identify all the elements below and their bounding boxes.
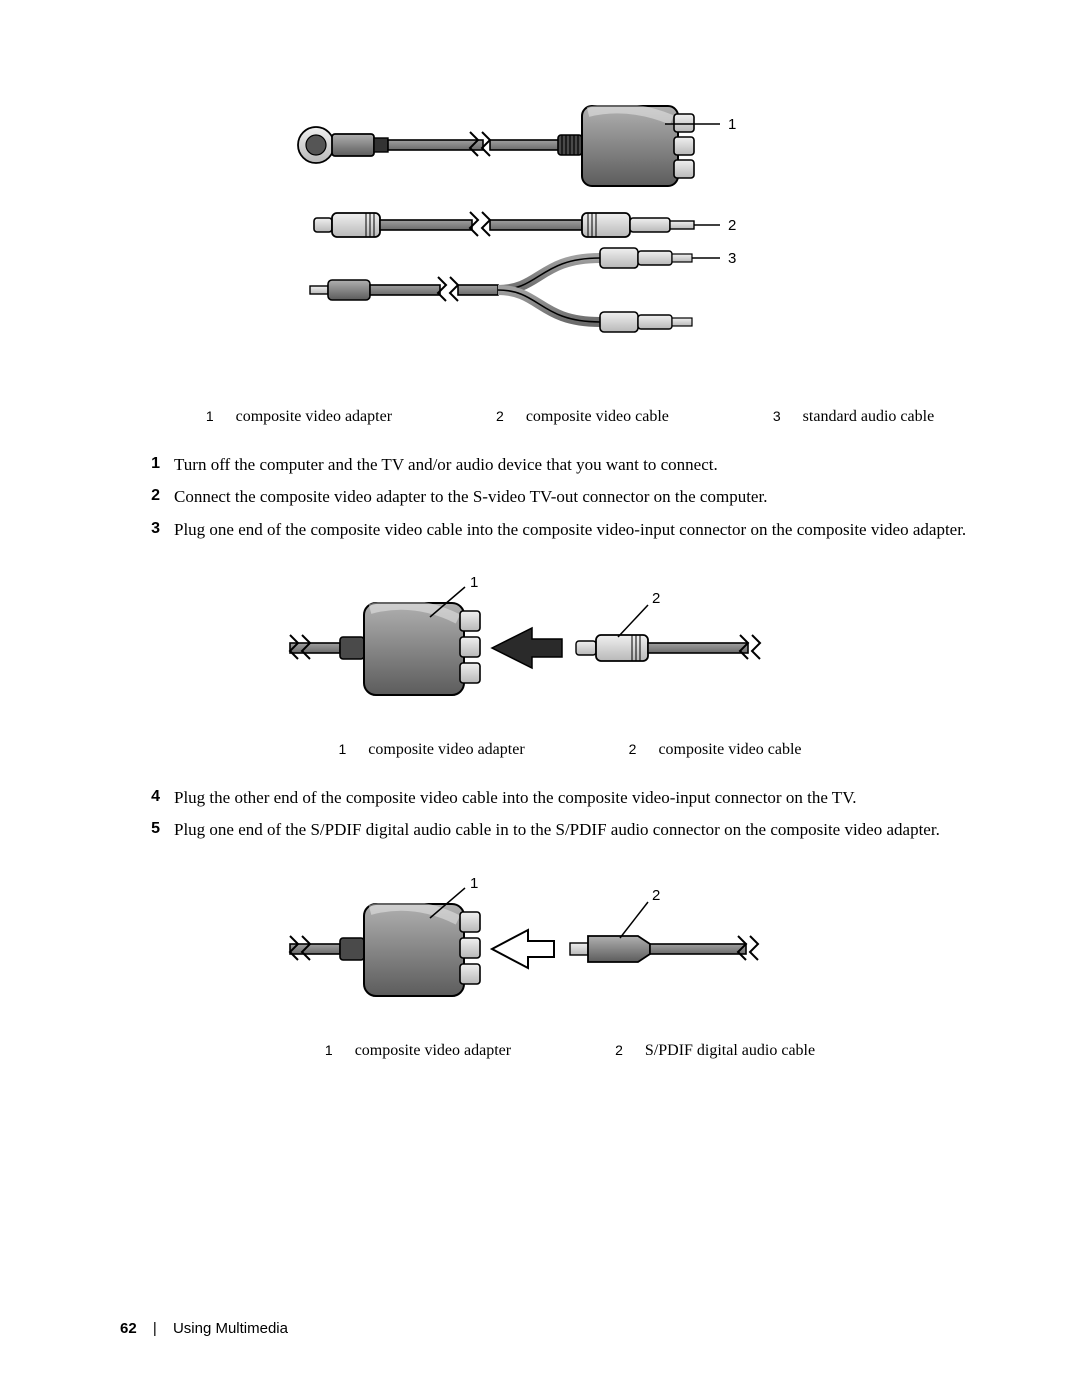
callout-1: 1 [470, 875, 478, 892]
spdif-diagram-svg: 1 2 [270, 874, 830, 1024]
step-text: Turn off the computer and the TV and/or … [174, 452, 980, 478]
callout-2: 2 [652, 887, 660, 904]
step-3: 3 Plug one end of the composite video ca… [120, 517, 980, 543]
footer-separator: | [153, 1320, 157, 1337]
legend-num: 1 [325, 1042, 333, 1058]
step-text: Plug one end of the composite video cabl… [174, 517, 980, 543]
legend-text: composite video cable [658, 741, 801, 758]
legend-num: 1 [206, 408, 214, 424]
legend-text: composite video adapter [368, 741, 524, 758]
step-1: 1 Turn off the computer and the TV and/o… [120, 452, 980, 478]
insert-diagram-svg: 1 2 [270, 573, 830, 723]
arrow-solid-icon [492, 628, 562, 668]
figure-3-spdif-diagram: 1 2 1 composite video adapter 2 S/PDIF d… [120, 874, 980, 1060]
legend-num: 2 [496, 408, 504, 424]
step-number: 4 [120, 785, 174, 811]
legend-text: composite video cable [526, 408, 669, 425]
callout-2: 2 [652, 590, 660, 607]
section-title: Using Multimedia [173, 1320, 288, 1337]
legend-num: 3 [773, 408, 781, 424]
cable-diagram-svg: 1 2 [270, 90, 830, 390]
legend-num: 2 [629, 741, 637, 757]
callout-1: 1 [728, 116, 736, 133]
instruction-steps-a: 1 Turn off the computer and the TV and/o… [120, 452, 980, 543]
arrow-outline-icon [492, 930, 554, 968]
audio-cable-row: 3 [310, 248, 736, 332]
step-text: Plug one end of the S/PDIF digital audio… [174, 817, 980, 843]
composite-cable-row: 2 [314, 212, 736, 237]
step-number: 3 [120, 517, 174, 543]
step-number: 1 [120, 452, 174, 478]
figure-1-cable-diagram: 1 2 [120, 90, 980, 426]
instruction-steps-b: 4 Plug the other end of the composite vi… [120, 785, 980, 844]
figure-2-insert-diagram: 1 2 1 composite video adapter 2 composit… [120, 573, 980, 759]
step-number: 5 [120, 817, 174, 843]
legend-text: S/PDIF digital audio cable [645, 1042, 815, 1059]
step-number: 2 [120, 484, 174, 510]
step-4: 4 Plug the other end of the composite vi… [120, 785, 980, 811]
page-footer: 62 | Using Multimedia [120, 1320, 288, 1337]
callout-1: 1 [470, 574, 478, 591]
figure-3-legend: 1 composite video adapter 2 S/PDIF digit… [120, 1042, 980, 1060]
legend-text: standard audio cable [803, 408, 935, 425]
legend-text: composite video adapter [236, 408, 392, 425]
step-5: 5 Plug one end of the S/PDIF digital aud… [120, 817, 980, 843]
adapter-row: 1 [298, 106, 736, 186]
step-text: Connect the composite video adapter to t… [174, 484, 980, 510]
callout-3: 3 [728, 250, 736, 267]
legend-num: 1 [338, 741, 346, 757]
step-2: 2 Connect the composite video adapter to… [120, 484, 980, 510]
figure-1-legend: 1 composite video adapter 2 composite vi… [120, 408, 980, 426]
step-text: Plug the other end of the composite vide… [174, 785, 980, 811]
page-number: 62 [120, 1320, 137, 1337]
legend-num: 2 [615, 1042, 623, 1058]
callout-2: 2 [728, 217, 736, 234]
figure-2-legend: 1 composite video adapter 2 composite vi… [120, 741, 980, 759]
legend-text: composite video adapter [355, 1042, 511, 1059]
